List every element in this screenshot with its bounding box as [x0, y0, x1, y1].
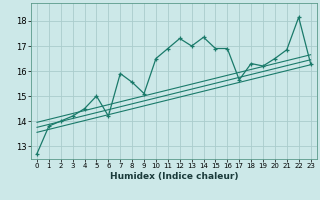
X-axis label: Humidex (Indice chaleur): Humidex (Indice chaleur) [109, 172, 238, 181]
